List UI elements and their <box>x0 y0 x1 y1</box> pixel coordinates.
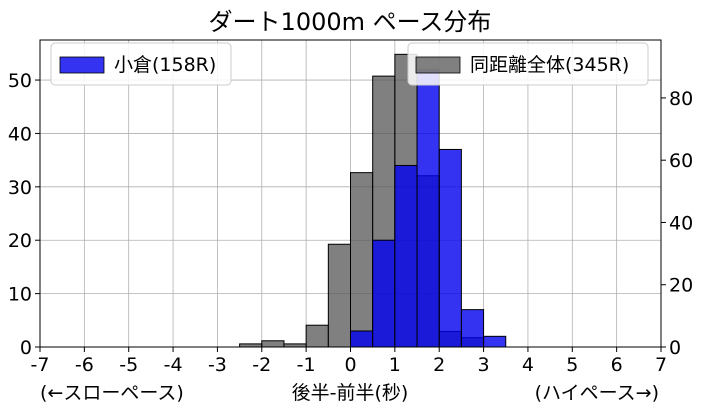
chart-title: ダート1000m ペース分布 <box>209 8 492 36</box>
bar-all-distance <box>261 340 285 348</box>
x-tick-label: 2 <box>433 354 445 376</box>
x-axis-label-high: (ハイペース→) <box>535 382 659 404</box>
bar-all-distance <box>327 243 352 348</box>
x-tick-label: -6 <box>75 354 94 376</box>
y-left-tick-label: 30 <box>8 177 32 199</box>
bar-kokura <box>460 309 485 348</box>
x-tick-label: -3 <box>208 354 227 376</box>
y-right-axis-ticks: 0 20 40 60 80 <box>661 88 693 359</box>
bar-kokura <box>483 335 507 348</box>
legend-all-distance-frame <box>407 42 649 86</box>
x-axis-label: 後半-前半(秒) <box>292 382 409 404</box>
x-tick-label: -2 <box>252 354 271 376</box>
legend-all-distance-swatch <box>415 56 461 74</box>
legend-kokura-frame <box>50 42 232 86</box>
x-tick-label: 4 <box>522 354 534 376</box>
bar-kokura <box>416 68 440 348</box>
x-tick-label: 1 <box>389 354 401 376</box>
y-left-axis-ticks: 0 10 20 30 40 50 <box>8 70 40 359</box>
legend-kokura-swatch <box>59 56 105 74</box>
bar-kokura <box>350 330 374 348</box>
x-tick-label: -1 <box>297 354 316 376</box>
x-tick-label: 5 <box>566 354 578 376</box>
legend-kokura: 小倉(158R) <box>50 42 232 86</box>
bar-all-distance <box>305 324 329 348</box>
y-left-tick-label: 50 <box>8 70 32 92</box>
y-right-tick-label: 40 <box>669 212 693 234</box>
x-tick-label: 3 <box>478 354 490 376</box>
y-right-tick-label: 20 <box>669 275 693 297</box>
x-tick-label: 0 <box>344 354 356 376</box>
legend-kokura-label: 小倉(158R) <box>114 54 216 76</box>
y-right-tick-label: 0 <box>669 337 681 359</box>
y-left-tick-label: 20 <box>8 230 32 252</box>
x-axis-ticks: -7 -6 -5 -4 -3 -2 -1 0 1 2 3 4 5 6 7 <box>31 347 667 376</box>
y-left-tick-label: 40 <box>8 123 32 145</box>
bar-all-distance <box>350 172 374 348</box>
x-tick-label: -5 <box>119 354 138 376</box>
y-left-tick-label: 10 <box>8 284 32 306</box>
x-tick-label: 6 <box>611 354 623 376</box>
y-left-tick-label: 0 <box>20 337 32 359</box>
x-tick-label: -7 <box>31 354 50 376</box>
x-axis-label-slow: (←スローペース) <box>40 382 184 404</box>
x-tick-label: 7 <box>655 354 667 376</box>
bar-kokura <box>438 148 462 348</box>
x-tick-label: -4 <box>164 354 183 376</box>
y-right-tick-label: 60 <box>669 150 693 172</box>
y-right-tick-label: 80 <box>669 88 693 110</box>
legend-all-distance: 同距離全体(345R) <box>407 42 649 86</box>
bar-kokura <box>372 239 396 348</box>
legend-all-distance-label: 同距離全体(345R) <box>470 54 629 76</box>
bar-kokura <box>394 164 418 348</box>
